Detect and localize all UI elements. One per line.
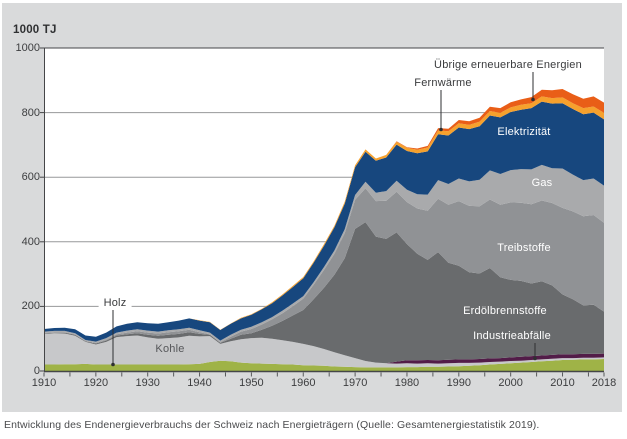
callout-label-uebrige-erneuerbare: Übrige erneuerbare Energien	[434, 59, 582, 71]
y-tick-label: 1000	[15, 42, 40, 54]
y-tick-label: 200	[21, 300, 40, 313]
uebrige-erneuerbare-leader-dot	[531, 97, 535, 102]
x-tick-label: 1910	[31, 377, 57, 389]
holz-leader-dot	[111, 362, 115, 367]
y-axis-unit-label: 1000 TJ	[13, 24, 57, 36]
x-tick-label: 2000	[498, 377, 523, 389]
x-tick-label: 1920	[83, 377, 109, 389]
x-tick-label: 1940	[187, 377, 212, 389]
y-tick-label: 0	[33, 365, 40, 377]
annotation-leader-lines	[111, 72, 537, 367]
x-tick-label: 2018	[591, 377, 617, 389]
band-label-erdoelbrennstoffe: Erdölbrennstoffe	[463, 305, 547, 317]
industrieabfaelle-leader-dot	[533, 356, 537, 361]
band-label-elektrizitaet: Elektrizität	[497, 126, 551, 138]
x-tick-label: 1960	[291, 377, 316, 389]
stacked-area-chart	[40, 47, 605, 377]
fernwaerme-leader-dot	[439, 127, 443, 132]
x-tick-label: 1990	[446, 377, 472, 389]
x-tick-label: 1930	[135, 377, 160, 389]
band-label-industrieabfaelle: Industrieabfälle	[473, 330, 551, 342]
y-tick-label: 400	[21, 235, 40, 248]
band-label-treibstoffe: Treibstoffe	[497, 242, 551, 254]
callout-label-fernwaerme: Fernwärme	[414, 77, 472, 89]
y-tick-label: 600	[21, 171, 40, 184]
band-label-gas: Gas	[531, 177, 553, 189]
x-tick-label: 1970	[342, 377, 368, 389]
callout-label-holz: Holz	[98, 297, 132, 309]
band-label-kohle: Kohle	[155, 343, 185, 355]
y-tick-label: 800	[21, 106, 40, 119]
x-tick-label: 2010	[550, 377, 575, 389]
figure-caption: Entwicklung des Endenergieverbrauchs der…	[4, 419, 540, 431]
x-tick-label: 1980	[394, 377, 420, 389]
x-tick-label: 1950	[239, 377, 264, 389]
